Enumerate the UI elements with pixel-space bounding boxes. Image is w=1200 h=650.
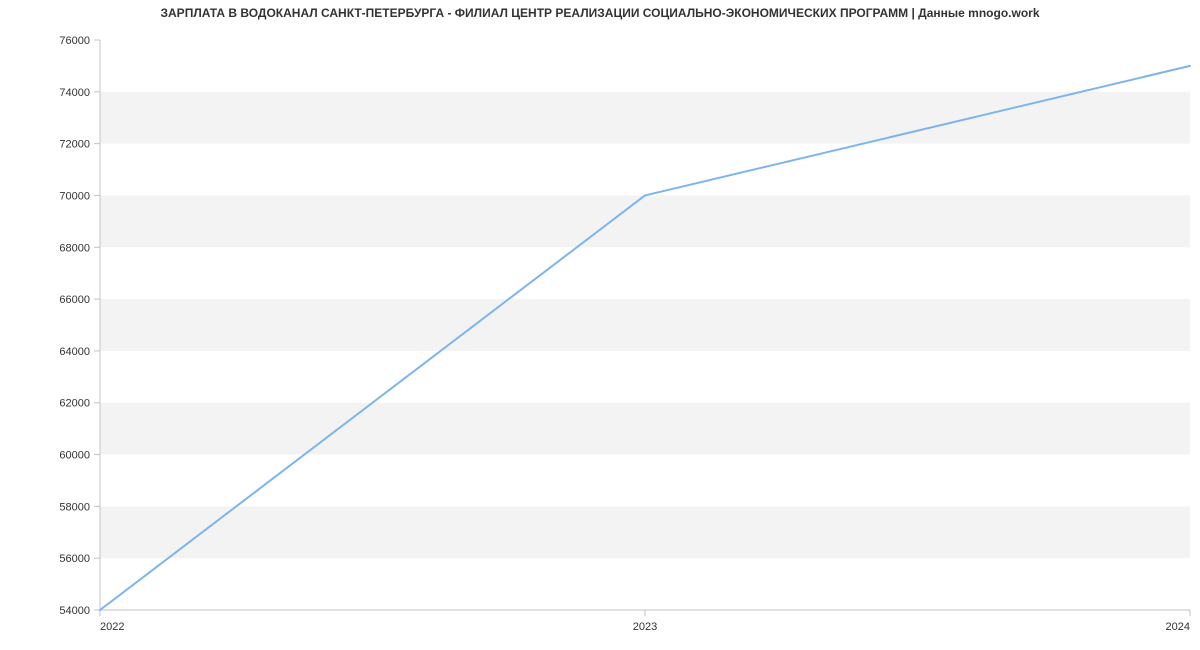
y-tick-label: 72000 bbox=[59, 139, 90, 151]
y-tick-label: 60000 bbox=[59, 450, 90, 462]
salary-line-chart: ЗАРПЛАТА В ВОДОКАНАЛ САНКТ-ПЕТЕРБУРГА - … bbox=[0, 0, 1200, 650]
y-tick-label: 76000 bbox=[59, 35, 90, 47]
y-tick-label: 66000 bbox=[59, 294, 90, 306]
chart-title: ЗАРПЛАТА В ВОДОКАНАЛ САНКТ-ПЕТЕРБУРГА - … bbox=[0, 6, 1200, 20]
y-tick-label: 62000 bbox=[59, 398, 90, 410]
y-tick-label: 54000 bbox=[59, 605, 90, 617]
chart-svg: 54000 56000 58000 60000 62000 64000 66000 68000… bbox=[0, 0, 1200, 650]
y-tick-label: 70000 bbox=[59, 190, 90, 202]
x-tick-label: 2023 bbox=[633, 621, 657, 633]
y-tick-label: 74000 bbox=[59, 87, 90, 99]
y-tick-label: 56000 bbox=[59, 553, 90, 565]
x-tick-label: 2022 bbox=[100, 621, 124, 633]
y-tick-label: 68000 bbox=[59, 242, 90, 254]
y-tick-label: 58000 bbox=[59, 501, 90, 513]
y-tick-label: 64000 bbox=[59, 346, 90, 358]
x-tick-label: 2024 bbox=[1166, 621, 1190, 633]
